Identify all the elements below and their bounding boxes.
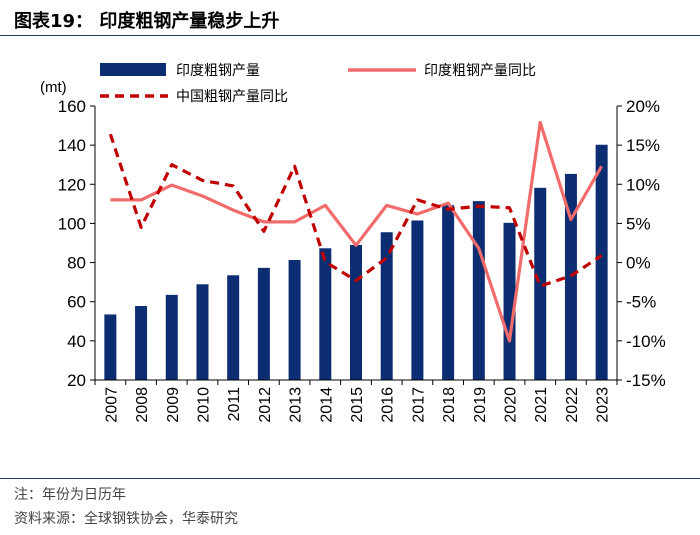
bar-2021 bbox=[534, 187, 547, 380]
left-tick-label: 160 bbox=[58, 97, 86, 116]
x-tick-label-2012: 2012 bbox=[257, 387, 274, 423]
bar-2019 bbox=[472, 201, 485, 380]
legend-label-india-output: 印度粗钢产量 bbox=[176, 63, 260, 79]
legend: 印度粗钢产量 印度粗钢产量同比 中国粗钢产量同比 bbox=[100, 63, 536, 105]
x-tick-label-2008: 2008 bbox=[134, 387, 151, 423]
bar-2010 bbox=[196, 284, 209, 380]
legend-label-india-yoy: 印度粗钢产量同比 bbox=[424, 63, 536, 79]
x-tick-label-2015: 2015 bbox=[349, 387, 366, 423]
plot-area: 20 40 60 80 100 120 140 160 -15% -10% -5% 0% 5% 10% 15… bbox=[58, 97, 666, 423]
x-tick-label-2018: 2018 bbox=[441, 387, 458, 423]
figure-title: 图表19： 印度粗钢产量稳步上升 bbox=[14, 11, 280, 32]
left-axis-unit: (mt) bbox=[40, 79, 67, 96]
bar-2016 bbox=[380, 232, 393, 380]
right-tick-label: -5% bbox=[626, 293, 656, 312]
bar-2008 bbox=[135, 306, 148, 380]
x-tick-label-2021: 2021 bbox=[533, 387, 550, 423]
bar-2017 bbox=[411, 220, 424, 380]
right-tick-label: 5% bbox=[626, 214, 651, 233]
right-tick-label: -10% bbox=[626, 332, 666, 351]
bar-2012 bbox=[257, 267, 270, 380]
x-tick-label-2016: 2016 bbox=[380, 387, 397, 423]
left-tick-label: 20 bbox=[67, 371, 86, 390]
chart: 印度粗钢产量 印度粗钢产量同比 中国粗钢产量同比 (mt) 20 40 60 80 10… bbox=[40, 63, 666, 423]
x-tick-label-2009: 2009 bbox=[165, 387, 182, 423]
footnote: 注：年份为日历年 bbox=[14, 487, 126, 503]
right-tick-label: 0% bbox=[626, 254, 651, 273]
legend-swatch-india-output bbox=[100, 63, 166, 76]
x-tick-label-2007: 2007 bbox=[103, 387, 120, 423]
left-tick-label: 60 bbox=[67, 293, 86, 312]
left-tick-label: 100 bbox=[58, 214, 86, 233]
x-tick-label-2010: 2010 bbox=[195, 387, 212, 423]
x-tick-label-2020: 2020 bbox=[503, 387, 520, 423]
x-tick-label-2022: 2022 bbox=[564, 387, 581, 423]
right-tick-label: 20% bbox=[626, 97, 660, 116]
bar-2018 bbox=[442, 205, 455, 380]
bar-2015 bbox=[350, 244, 362, 380]
bar-2009 bbox=[165, 294, 178, 380]
right-tick-label: 10% bbox=[626, 175, 660, 194]
x-tick-label-2023: 2023 bbox=[595, 387, 612, 423]
left-tick-label: 120 bbox=[58, 175, 86, 194]
bar-2020 bbox=[503, 222, 516, 380]
bar-2013 bbox=[288, 260, 301, 380]
x-tick-label-2013: 2013 bbox=[288, 387, 305, 423]
left-tick-label: 80 bbox=[67, 254, 86, 273]
right-tick-label: -15% bbox=[626, 371, 666, 390]
bar-2014 bbox=[319, 248, 332, 380]
bar-2011 bbox=[227, 275, 240, 380]
bar-2007 bbox=[104, 314, 117, 380]
right-tick-label: 15% bbox=[626, 136, 660, 155]
footer-divider bbox=[0, 478, 700, 479]
left-tick-label: 40 bbox=[67, 332, 86, 351]
source-note: 资料来源：全球钢铁协会，华泰研究 bbox=[14, 511, 238, 527]
x-tick-label-2019: 2019 bbox=[472, 387, 489, 423]
x-tick-label-2014: 2014 bbox=[318, 387, 335, 423]
title-divider bbox=[0, 35, 700, 36]
x-tick-label-2017: 2017 bbox=[410, 387, 427, 423]
bar-2023 bbox=[595, 144, 608, 380]
legend-label-china-yoy: 中国粗钢产量同比 bbox=[176, 89, 288, 105]
x-tick-label-2011: 2011 bbox=[226, 387, 243, 422]
left-tick-label: 140 bbox=[58, 136, 86, 155]
